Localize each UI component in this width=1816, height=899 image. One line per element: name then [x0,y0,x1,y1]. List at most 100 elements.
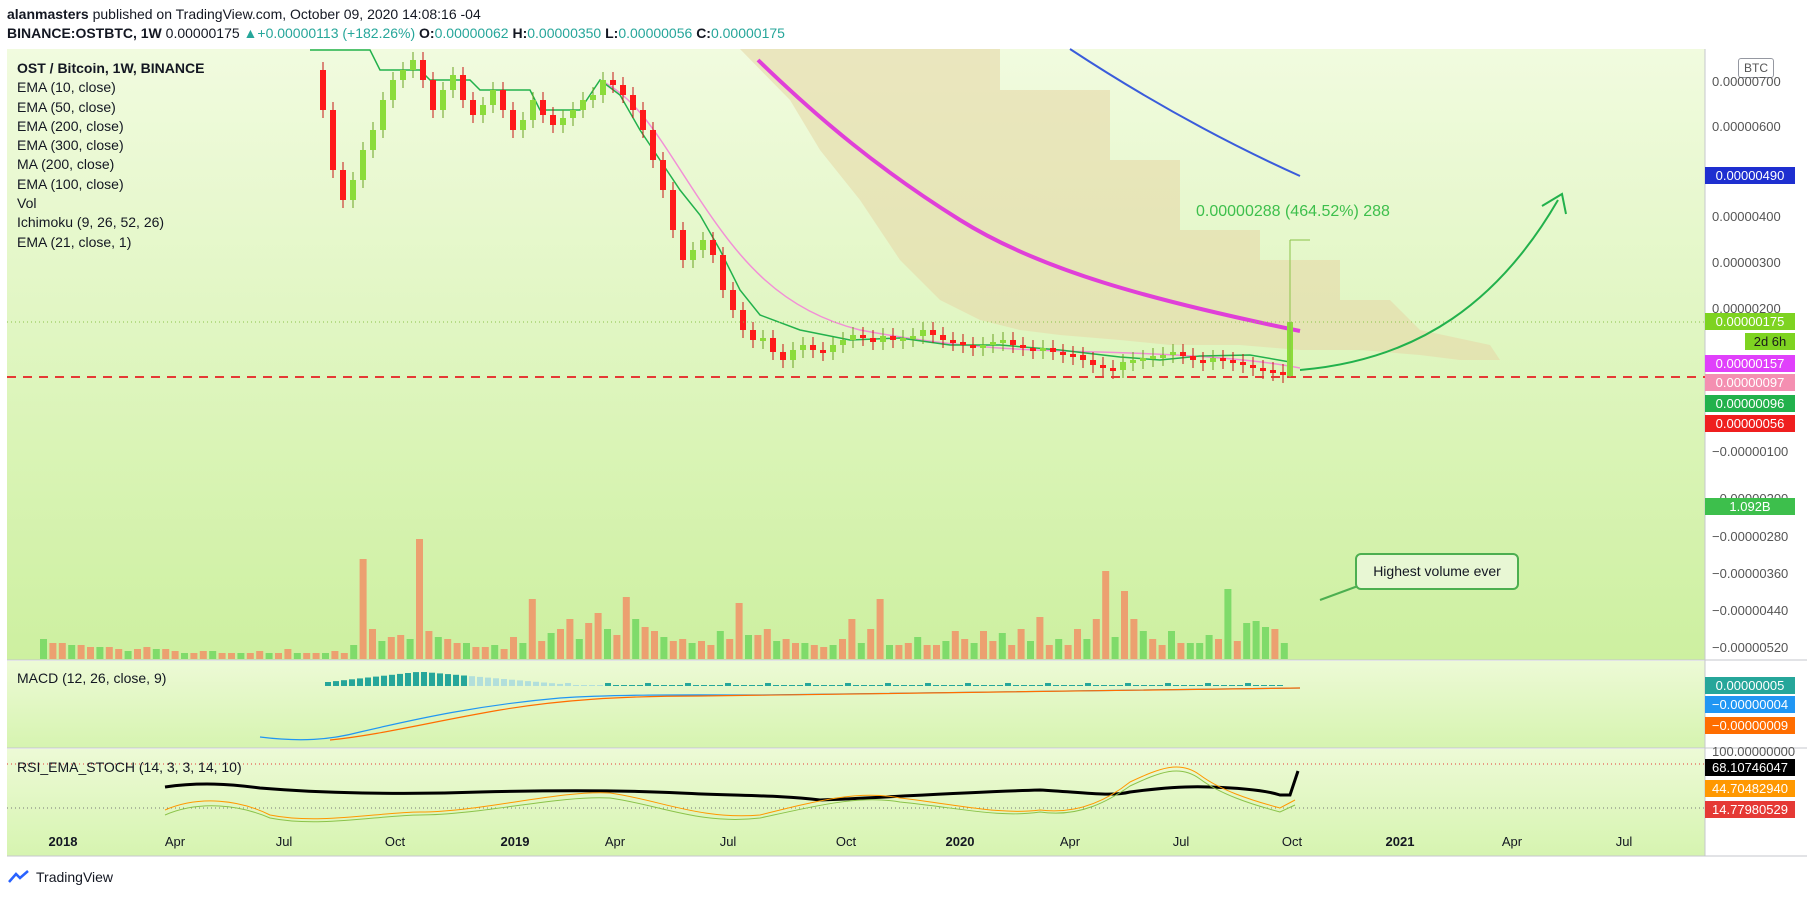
candle [1190,356,1196,360]
legend-item[interactable]: EMA (100, close) [17,175,124,192]
candle [380,100,386,130]
rsi-label[interactable]: RSI_EMA_STOCH (14, 3, 3, 14, 10) [17,759,242,775]
candle [1100,365,1106,368]
candle [1220,358,1226,361]
volume-bar [998,633,1006,659]
time-axis-label: Jul [1616,834,1633,849]
footer: TradingView [8,869,113,885]
legend-item[interactable]: EMA (300, close) [17,137,124,154]
time-axis-label: Apr [1502,834,1523,849]
volume-bar [500,649,508,659]
macd-hist-bar [1029,685,1035,686]
volume-bar [876,599,884,659]
volume-bar [792,643,799,659]
volume-bars [40,539,1288,659]
macd-hist-bar [1189,685,1195,686]
candle [620,85,626,95]
macd-hist-bar [421,672,427,686]
volume-bar [275,653,282,659]
macd-hist-bar [349,679,355,686]
volume-bar [481,647,489,659]
macd-hist-bar [341,680,347,686]
macd-hist-bar [1093,685,1099,686]
macd-label[interactable]: MACD (12, 26, close, 9) [17,670,167,686]
candle [1060,352,1066,355]
macd-hist-bar [717,685,723,686]
volume-bar [961,639,969,659]
legend-item[interactable]: MA (200, close) [17,156,115,173]
candle [780,352,786,360]
close-value: 0.00000175 [710,25,785,41]
candle [560,118,566,125]
macd-hist-bar [469,676,475,686]
volume-bar [1027,641,1034,659]
macd-hist-bar [1277,685,1283,686]
macd-hist-bar [757,685,763,686]
macd-hist-bar [429,672,435,686]
price-tag: 0.00000490 [1705,167,1795,184]
volume-bar [312,653,320,659]
volume-bar [152,649,160,659]
macd-hist-bar [693,685,699,686]
macd-hist-bar [605,683,611,686]
macd-hist-bar [1173,685,1179,686]
price-tag: 14.77980529 [1705,801,1795,818]
symbol-label: BINANCE:OSTBTC, 1W [7,25,162,41]
currency-badge[interactable]: BTC [1738,58,1774,78]
candle [370,130,376,150]
macd-hist-bar [749,685,755,686]
volume-bar [105,647,113,659]
macd-hist-bar [973,685,979,686]
volume-bar [463,643,470,659]
candle [470,100,476,115]
candle [1250,365,1256,368]
legend-item[interactable]: Vol [17,195,37,212]
price-tag: 0.00000097 [1705,374,1795,391]
volume-bar [989,641,997,659]
candle [1050,348,1056,352]
price-axis-label: 0.00000400 [1712,209,1781,224]
volume-bar [265,653,273,659]
volume-bar [96,647,104,659]
legend-item[interactable]: EMA (200, close) [17,117,124,134]
candle [1180,352,1186,356]
macd-hist-bar [1269,685,1275,686]
projection-arrow[interactable] [1299,199,1559,371]
candle [860,335,866,338]
volume-bar [416,539,423,659]
macd-hist-bar [1037,685,1043,686]
legend-item[interactable]: EMA (10, close) [17,79,116,96]
legend-symbol[interactable]: OST / Bitcoin, 1W, BINANCE [17,60,205,76]
macd-hist-bar [797,685,803,686]
volume-bar [1196,643,1204,659]
legend-item[interactable]: EMA (21, close, 1) [17,233,132,250]
macd-hist-bar [741,685,747,686]
author[interactable]: alanmasters [7,6,89,22]
callout-box[interactable]: Highest volume ever [1355,553,1519,590]
time-axis-label: 2018 [49,834,78,849]
price-axis-label: 0.00000700 [1712,74,1781,89]
legend-item[interactable]: Ichimoku (9, 26, 52, 26) [17,214,165,231]
volume-bar [763,629,771,659]
macd-hist-bar [949,685,955,686]
candle [810,345,816,350]
volume-bar [1074,629,1081,659]
candle [490,90,496,105]
candle [1120,362,1126,370]
candle [550,115,556,125]
macd-hist-bar [1245,683,1251,686]
macd-hist-bar [677,685,683,686]
time-axis-label: Jul [1173,834,1190,849]
candle [960,342,966,345]
candle [1090,360,1096,365]
candle [710,240,716,255]
volume-bar [397,635,405,659]
macd-histogram [325,672,1283,686]
volume-bar [237,653,245,659]
candle [900,338,906,341]
legend-item[interactable]: EMA (50, close) [17,98,116,115]
candle [1080,355,1086,360]
macd-hist-bar [365,677,371,686]
macd-hist-bar [821,685,827,686]
